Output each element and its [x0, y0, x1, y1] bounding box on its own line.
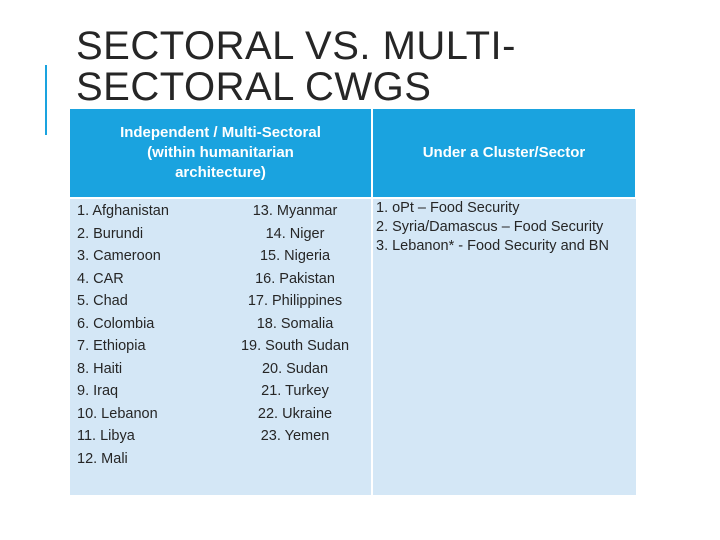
list-item: 2. Syria/Damascus – Food Security: [376, 219, 604, 235]
list-item: 21. Turkey: [261, 383, 329, 399]
cluster-list: 1. oPt – Food Security 2. Syria/Damascus …: [376, 199, 632, 256]
list-item: 11. Libya: [77, 428, 135, 444]
list-item: 1. oPt – Food Security: [376, 200, 520, 216]
list-item: 8. Haiti: [77, 360, 123, 377]
cwg-table: Independent / Multi-Sectoral (within hum…: [70, 109, 637, 495]
list-item: 15. Nigeria: [259, 248, 331, 264]
list-item: 6. Colombia: [77, 315, 155, 332]
multisectoral-list-right: 13. Myanmar 14. Niger 15. Nigeria 16. Pakis…: [230, 200, 360, 448]
list-item: 10. Lebanon: [77, 405, 158, 422]
list-item: 2. Burundi: [77, 225, 144, 242]
list-item: 13. Myanmar: [252, 203, 338, 219]
title-accent-bar: [45, 65, 47, 135]
list-item: 3. Cameroon: [77, 248, 161, 264]
list-item: 22. Ukraine: [257, 405, 333, 422]
list-item: 4. CAR: [77, 270, 124, 287]
list-item: 3. Lebanon* - Food Security and BN: [376, 238, 609, 254]
list-item: 17. Philippines: [247, 293, 343, 309]
list-item: 9. Iraq: [77, 383, 119, 399]
list-item: 18. Somalia: [256, 315, 334, 332]
cluster-cell: 1. oPt – Food Security 2. Syria/Damascus …: [372, 198, 636, 495]
list-item: 16. Pakistan: [255, 270, 335, 287]
list-item: 7. Ethiopia: [77, 338, 146, 354]
list-item: 12. Mali: [77, 450, 128, 467]
header-multisectoral: Independent / Multi-Sectoral (within hum…: [70, 109, 373, 199]
list-item: 20. Sudan: [261, 360, 329, 377]
multisectoral-list-left: 1. Afghanistan 2. Burundi 3. Cameroon 4. CA…: [77, 200, 169, 470]
list-item: 14. Niger: [265, 225, 325, 242]
list-item: 5. Chad: [77, 293, 128, 309]
list-item: 23. Yemen: [260, 428, 330, 444]
slide-title: SECTORAL VS. MULTI-SECTORAL CWGS: [76, 24, 516, 109]
header-cluster: Under a Cluster/Sector: [372, 109, 637, 199]
list-item: 1. Afghanistan: [77, 203, 169, 219]
multisectoral-cell: 1. Afghanistan 2. Burundi 3. Cameroon 4. CA…: [70, 198, 373, 495]
list-item: 19. South Sudan: [240, 338, 350, 354]
